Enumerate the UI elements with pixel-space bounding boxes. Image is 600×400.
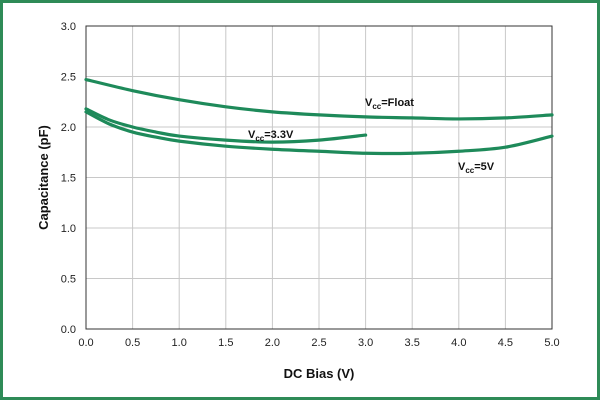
series-label-vcc-float: Vcc=Float	[365, 97, 414, 111]
series-line-vcc-5v	[84, 110, 554, 156]
y-tick-label: 0.5	[61, 274, 76, 286]
x-tick-label: 2.5	[311, 337, 326, 349]
x-tick-label: 1.0	[172, 337, 187, 349]
y-tick-label: 1.0	[61, 223, 76, 235]
x-tick-label: 3.5	[405, 337, 420, 349]
series-line-vcc-3-3v	[84, 107, 368, 144]
tick-labels: 0.0 0.5 1.0 1.5 2.0 2.5 3.0 3.5 4.0 4.5 5.0 0.0 0.5 1…	[61, 21, 560, 349]
y-axis-title: Capacitance (pF)	[36, 125, 51, 230]
y-tick-label: 2.0	[61, 122, 76, 134]
series-line-vcc-float	[84, 77, 554, 121]
x-tick-label: 0.0	[78, 337, 93, 349]
y-tick-label: 2.5	[61, 72, 76, 84]
y-tick-label: 1.5	[61, 173, 76, 185]
series-label-vcc-5v: Vcc=5V	[458, 161, 495, 175]
series-label-vcc-3-3v: Vcc=3.3V	[248, 129, 294, 143]
x-tick-label: 3.0	[358, 337, 373, 349]
series-lines	[84, 77, 554, 156]
grid	[85, 25, 553, 330]
x-tick-label: 1.5	[218, 337, 233, 349]
x-axis-title: DC Bias (V)	[284, 366, 355, 381]
x-tick-label: 4.0	[451, 337, 466, 349]
y-tick-label: 0.0	[61, 324, 76, 336]
y-tick-label: 3.0	[61, 21, 76, 33]
x-tick-label: 5.0	[544, 337, 559, 349]
x-tick-label: 2.0	[265, 337, 280, 349]
plot-area	[85, 25, 553, 330]
series-labels: Vcc=Float Vcc=3.3V Vcc=5V	[248, 97, 495, 175]
x-tick-label: 0.5	[125, 337, 140, 349]
x-tick-label: 4.5	[498, 337, 513, 349]
